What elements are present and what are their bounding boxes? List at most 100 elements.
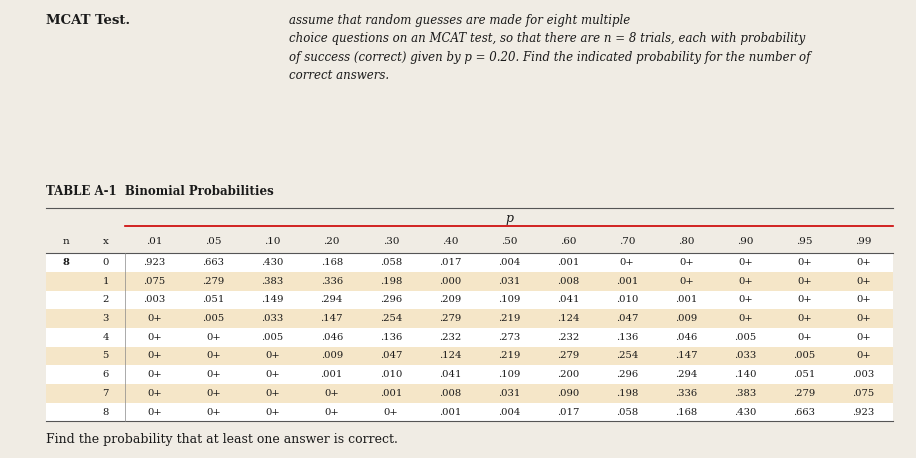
Text: 8: 8 [63, 258, 70, 267]
Bar [46, 403, 893, 421]
Text: 1: 1 [103, 277, 109, 286]
Text: .923: .923 [143, 258, 166, 267]
Text: 0+: 0+ [384, 408, 398, 416]
Text: 0+: 0+ [797, 314, 812, 323]
Text: .005: .005 [202, 314, 224, 323]
Text: 0+: 0+ [206, 389, 221, 398]
Text: .95: .95 [796, 237, 812, 246]
Text: 0+: 0+ [147, 389, 162, 398]
Text: .20: .20 [323, 237, 340, 246]
Text: .60: .60 [560, 237, 576, 246]
Text: .70: .70 [619, 237, 636, 246]
Text: .008: .008 [557, 277, 579, 286]
Text: .383: .383 [261, 277, 284, 286]
Text: .80: .80 [678, 237, 694, 246]
Text: .124: .124 [557, 314, 579, 323]
Text: .279: .279 [793, 389, 815, 398]
Text: .294: .294 [321, 295, 343, 305]
Text: .430: .430 [261, 258, 284, 267]
Text: 0+: 0+ [797, 258, 812, 267]
Text: .017: .017 [557, 408, 579, 416]
Text: .279: .279 [557, 351, 579, 360]
Text: .046: .046 [321, 333, 343, 342]
Text: assume that random guesses are made for eight multiple
choice questions on an MC: assume that random guesses are made for … [289, 14, 810, 82]
Text: 0+: 0+ [797, 277, 812, 286]
Text: .05: .05 [205, 237, 222, 246]
Text: .254: .254 [379, 314, 402, 323]
Bar [46, 291, 893, 309]
Bar [46, 309, 893, 328]
Text: .004: .004 [497, 258, 520, 267]
Text: 0+: 0+ [856, 351, 871, 360]
Text: 0+: 0+ [856, 333, 871, 342]
Text: .198: .198 [379, 277, 402, 286]
Text: .001: .001 [557, 258, 579, 267]
Text: .003: .003 [143, 295, 166, 305]
Text: .923: .923 [853, 408, 875, 416]
Text: 0+: 0+ [324, 408, 339, 416]
Text: .090: .090 [557, 389, 579, 398]
Text: 0+: 0+ [856, 258, 871, 267]
Text: 0+: 0+ [856, 314, 871, 323]
Text: .051: .051 [793, 370, 815, 379]
Text: .004: .004 [497, 408, 520, 416]
Text: .031: .031 [497, 277, 520, 286]
Text: .383: .383 [735, 389, 757, 398]
Text: 0+: 0+ [266, 389, 280, 398]
Text: 0+: 0+ [147, 314, 162, 323]
Text: .008: .008 [439, 389, 461, 398]
Text: 0: 0 [103, 258, 109, 267]
Text: .001: .001 [675, 295, 697, 305]
Text: .010: .010 [616, 295, 638, 305]
Text: .296: .296 [380, 295, 402, 305]
Text: .033: .033 [735, 351, 757, 360]
Text: .200: .200 [557, 370, 579, 379]
Text: .294: .294 [675, 370, 697, 379]
Text: .124: .124 [439, 351, 461, 360]
Text: 0+: 0+ [738, 295, 753, 305]
Text: 0+: 0+ [679, 258, 693, 267]
Text: .041: .041 [557, 295, 579, 305]
Text: .047: .047 [379, 351, 402, 360]
Text: 0+: 0+ [266, 351, 280, 360]
Text: 0+: 0+ [206, 408, 221, 416]
Text: p: p [505, 212, 513, 225]
Text: 0+: 0+ [147, 351, 162, 360]
Text: 0+: 0+ [147, 333, 162, 342]
Text: .009: .009 [675, 314, 697, 323]
Text: .40: .40 [442, 237, 458, 246]
Text: MCAT Test.: MCAT Test. [46, 14, 130, 27]
Text: 0+: 0+ [206, 351, 221, 360]
Text: .001: .001 [439, 408, 461, 416]
Text: .01: .01 [147, 237, 163, 246]
Text: .147: .147 [321, 314, 343, 323]
Text: 0+: 0+ [266, 408, 280, 416]
Text: .140: .140 [734, 370, 757, 379]
Text: .136: .136 [616, 333, 638, 342]
Text: 5: 5 [103, 351, 109, 360]
Text: .075: .075 [853, 389, 875, 398]
Text: 4: 4 [103, 333, 109, 342]
Bar [46, 347, 893, 365]
Text: .279: .279 [439, 314, 461, 323]
Text: 0+: 0+ [147, 408, 162, 416]
Text: .273: .273 [498, 333, 520, 342]
Text: 6: 6 [103, 370, 109, 379]
Text: .031: .031 [497, 389, 520, 398]
Text: 0+: 0+ [856, 295, 871, 305]
Text: .10: .10 [265, 237, 281, 246]
Text: 0+: 0+ [738, 314, 753, 323]
Text: .109: .109 [497, 295, 520, 305]
Text: .017: .017 [439, 258, 461, 267]
Text: .058: .058 [380, 258, 402, 267]
Text: 0+: 0+ [679, 277, 693, 286]
Text: .254: .254 [616, 351, 638, 360]
Text: .30: .30 [383, 237, 399, 246]
Text: 0+: 0+ [738, 258, 753, 267]
Text: 0+: 0+ [324, 389, 339, 398]
Text: 8: 8 [103, 408, 109, 416]
Text: 0+: 0+ [620, 258, 635, 267]
Text: 0+: 0+ [206, 370, 221, 379]
Text: .663: .663 [793, 408, 815, 416]
Text: .051: .051 [202, 295, 224, 305]
